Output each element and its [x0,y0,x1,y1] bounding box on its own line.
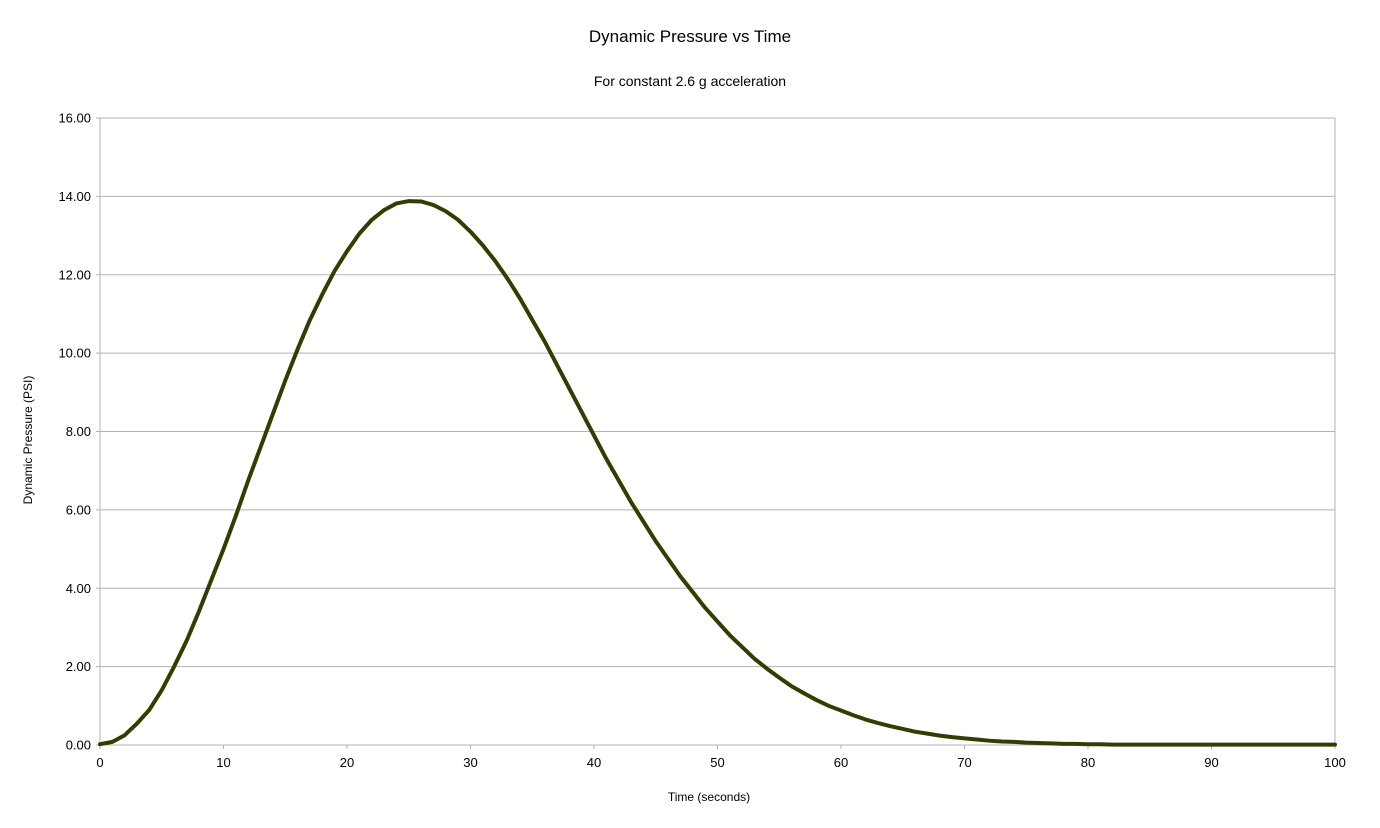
x-tick-label: 40 [587,755,601,770]
y-tick-label: 16.00 [58,111,91,126]
y-tick-label: 14.00 [58,189,91,204]
chart-title: Dynamic Pressure vs Time [589,27,791,46]
x-tick-label: 50 [710,755,724,770]
x-tick-label: 0 [96,755,103,770]
series-group [98,199,1337,747]
gridlines [100,195,1335,668]
x-tick-label: 70 [957,755,971,770]
y-tick-label: 6.00 [66,502,91,517]
x-tick-label: 20 [340,755,354,770]
x-axis-ticks: 0 10 20 30 40 50 60 70 80 90 100 [96,745,1346,770]
y-tick-label: 0.00 [66,738,91,753]
x-tick-label: 60 [834,755,848,770]
y-tick-label: 8.00 [66,424,91,439]
x-tick-label: 30 [463,755,477,770]
y-tick-label: 12.00 [58,267,91,282]
x-axis-label: Time (seconds) [668,790,750,804]
y-tick-label: 10.00 [58,346,91,361]
x-tick-label: 100 [1324,755,1346,770]
y-axis-ticks: 0.00 2.00 4.00 6.00 8.00 10.00 12.00 14.00 16.00 [58,111,100,753]
chart-subtitle: For constant 2.6 g acceleration [594,73,786,89]
series-line [98,199,1337,747]
x-tick-label: 10 [216,755,230,770]
y-axis-label: Dynamic Pressure (PSI) [21,376,35,505]
x-tick-label: 90 [1204,755,1218,770]
y-tick-label: 2.00 [66,659,91,674]
x-tick-label: 80 [1081,755,1095,770]
y-tick-label: 4.00 [66,581,91,596]
